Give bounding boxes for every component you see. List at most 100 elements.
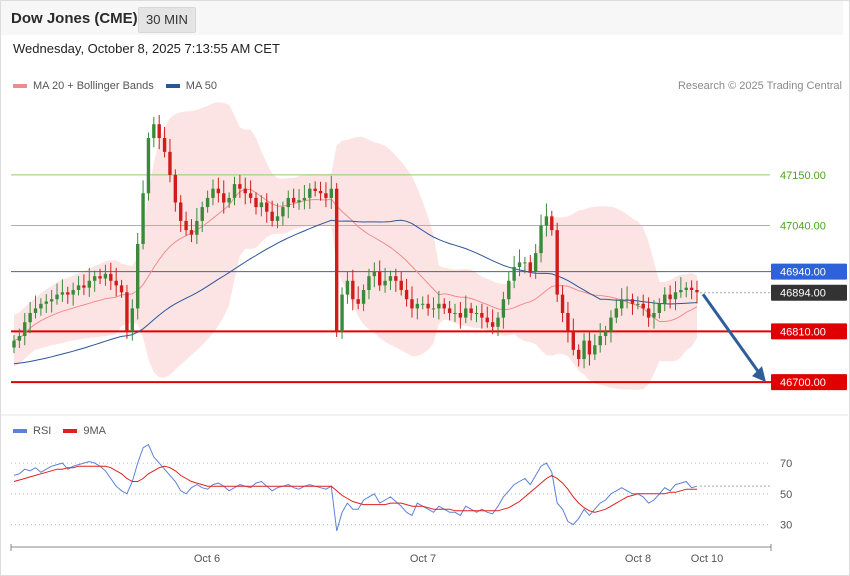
level-label-46940.00: 46940.00 [780, 267, 826, 279]
rsi-tick-70: 70 [780, 458, 792, 470]
candle-body [496, 317, 500, 327]
candle-body [281, 207, 285, 217]
legend-item-ma20: MA 20 + Bollinger Bands [13, 80, 154, 92]
candle-body [179, 202, 183, 221]
candle-body [55, 294, 59, 300]
candle-body [302, 197, 307, 201]
candle-body [318, 190, 323, 194]
candle-body [152, 124, 156, 139]
candle-body [259, 202, 264, 208]
candle-body [313, 188, 317, 191]
candle-body [168, 151, 172, 175]
candle-body [71, 289, 75, 295]
candle-body [270, 211, 274, 221]
candle-body [684, 287, 688, 290]
candle-body [135, 243, 140, 309]
candle-body [539, 225, 543, 254]
candle-body [114, 280, 118, 286]
candles-group [12, 115, 699, 369]
candle-body [378, 271, 382, 286]
rsi-tick-30: 30 [780, 520, 792, 532]
candle-body [447, 308, 452, 314]
rsi-tick-50: 50 [780, 489, 792, 501]
timestamp: Wednesday, October 8, 2025 7:13:55 AM CE… [13, 41, 280, 56]
candle-body [560, 294, 565, 314]
candle-body [657, 303, 662, 314]
candle-body [485, 317, 489, 323]
candle-body [571, 331, 576, 350]
legend-swatch-ma50 [165, 84, 180, 88]
candle-body [49, 299, 54, 302]
candle-body [141, 193, 145, 244]
research-credit: Research © 2025 Trading Central [677, 80, 842, 92]
candle-body [490, 322, 495, 327]
candle-body [275, 216, 280, 221]
candle-body [372, 271, 377, 277]
candle-body [620, 299, 624, 309]
candle-body [652, 313, 656, 318]
timeframe-button[interactable]: 30 MIN [138, 7, 196, 33]
candle-body [205, 197, 210, 208]
candle-body [614, 308, 619, 318]
candle-body [609, 317, 613, 332]
candle-body [286, 197, 290, 208]
candle-body [28, 313, 32, 323]
candle-body [184, 220, 188, 231]
header-bar: Dow Jones (CME) 30 MIN [1, 1, 843, 35]
candle-body [98, 276, 102, 279]
candle-body [361, 289, 366, 304]
candle-body [394, 276, 398, 281]
x-label-Oct-10: Oct 10 [691, 553, 723, 565]
candle-body [636, 303, 640, 305]
candle-body [189, 230, 194, 235]
rsi-ma-line [13, 465, 697, 513]
candle-body [566, 313, 570, 332]
candle-body [668, 294, 672, 300]
level-label-box-46940.00 [771, 263, 847, 280]
candle-body [689, 287, 694, 290]
candle-body [437, 303, 441, 309]
candle-body [87, 280, 91, 288]
candle-body [501, 299, 506, 318]
candle-body [663, 294, 667, 304]
candle-body [464, 308, 468, 318]
projection-arrow-head [752, 366, 766, 383]
candle-body [415, 303, 420, 309]
candle-body [23, 322, 27, 337]
candle-body [533, 253, 538, 272]
x-label-Oct-8: Oct 8 [625, 553, 651, 565]
candle-body [431, 308, 436, 310]
candle-body [243, 188, 247, 194]
candle-body [33, 308, 38, 314]
x-label-Oct-7: Oct 7 [410, 553, 436, 565]
candle-body [512, 266, 516, 281]
candle-body [173, 174, 178, 203]
candle-body [211, 188, 215, 198]
candle-body [130, 308, 135, 332]
main-legend: MA 20 + Bollinger Bands MA 50 [13, 80, 229, 92]
candle-body [603, 331, 608, 337]
candle-body [39, 303, 43, 309]
candle-body [125, 292, 129, 332]
level-label-46810.00: 46810.00 [780, 326, 826, 338]
legend-item-rsi: RSI [13, 425, 51, 437]
candle-body [679, 289, 683, 293]
candle-body [453, 313, 457, 315]
candle-body [265, 202, 269, 212]
candle-body [329, 188, 333, 198]
candle-body [297, 200, 301, 203]
candle-body [340, 294, 344, 332]
candle-body [404, 289, 409, 300]
candle-body [528, 262, 532, 272]
level-label-46700.00: 46700.00 [780, 377, 826, 389]
level-label-box-46810.00 [771, 323, 847, 340]
bollinger-band [14, 102, 697, 390]
level-label-46894.00: 46894.00 [780, 288, 826, 300]
legend-label-9ma: 9MA [83, 425, 106, 437]
legend-swatch-rsi [13, 429, 27, 433]
candle-body [356, 299, 360, 304]
candle-body [308, 188, 312, 198]
candle-body [92, 276, 97, 281]
candle-body [291, 197, 296, 203]
